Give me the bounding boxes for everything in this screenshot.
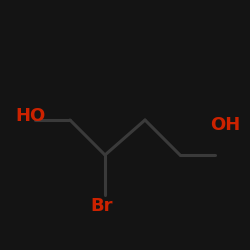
Text: Br: Br (90, 197, 112, 215)
Text: OH: OH (210, 116, 240, 134)
Text: HO: HO (15, 107, 45, 125)
